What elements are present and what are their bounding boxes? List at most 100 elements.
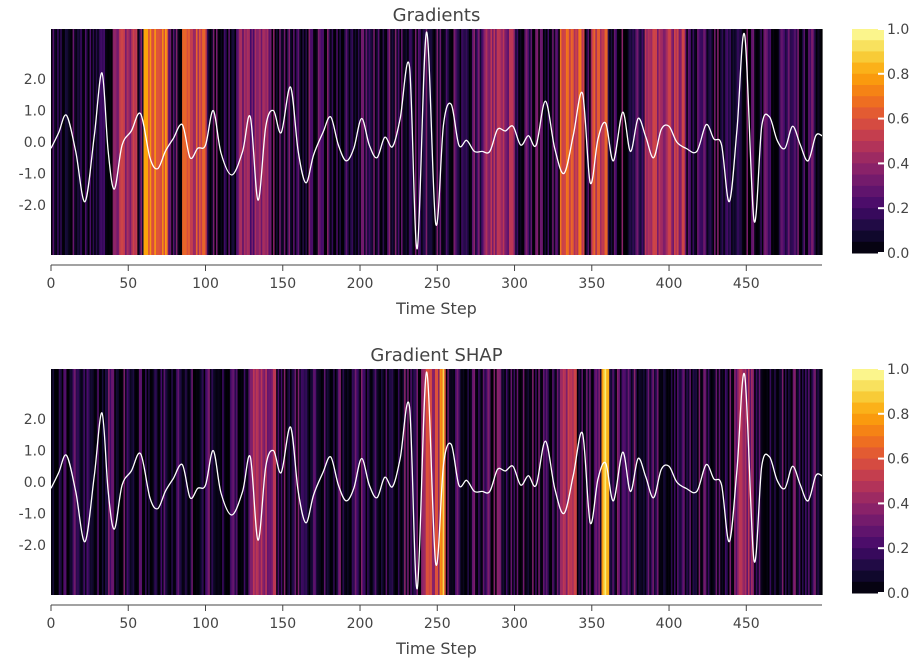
heatmap-cell	[322, 29, 325, 255]
heatmap-cell	[66, 29, 69, 255]
heatmap-cell	[718, 29, 721, 255]
heatmap-cell	[704, 29, 707, 255]
heatmap-cell	[168, 29, 171, 255]
heatmap-cell	[606, 369, 609, 595]
heatmap-cell	[63, 369, 66, 595]
heatmap-cell	[766, 29, 769, 255]
heatmap-cell	[493, 369, 496, 595]
heatmap-cell	[533, 29, 536, 255]
heatmap-cell	[706, 29, 709, 255]
heatmap-cell	[666, 29, 669, 255]
heatmap-cell	[269, 369, 273, 595]
x-axis-label: Time Step	[395, 299, 477, 318]
colorbar-tick-label: 0.2	[887, 541, 909, 557]
heatmap-cell	[271, 29, 274, 255]
heatmap-cell	[371, 369, 374, 595]
heatmap-cell	[519, 29, 522, 255]
heatmap-cell	[572, 369, 575, 595]
heatmap-cell	[128, 29, 131, 255]
x-tick-label: 250	[424, 616, 451, 632]
heatmap-cell	[291, 29, 294, 255]
heatmap-cell	[162, 369, 165, 595]
heatmap-cell	[370, 369, 373, 595]
heatmap-cell	[232, 29, 236, 255]
heatmap-cell	[587, 29, 590, 255]
heatmap-cell	[67, 369, 71, 595]
heatmap-cell	[257, 29, 260, 255]
heatmap-cell	[397, 29, 401, 255]
heatmap-cell	[174, 369, 177, 595]
heatmap-cell	[232, 369, 236, 595]
heatmap-cell	[220, 369, 223, 595]
heatmap-cell	[163, 29, 166, 255]
colorbar-segment	[852, 559, 884, 572]
heatmap-cell	[620, 29, 623, 255]
heatmap-cell	[701, 369, 704, 595]
heatmap-cell	[303, 369, 307, 595]
heatmap-cell	[132, 29, 135, 255]
heatmap-cell	[669, 369, 672, 595]
heatmap-cell	[374, 369, 377, 595]
colorbar-segment	[852, 492, 884, 504]
heatmap-cell	[223, 369, 226, 595]
heatmap-cell	[627, 369, 630, 595]
heatmap-cell	[402, 369, 405, 595]
heatmap-cell	[206, 369, 209, 595]
heatmap-cell	[672, 369, 675, 595]
heatmap-cell	[764, 369, 768, 595]
heatmap-cell	[414, 369, 418, 595]
heatmap-cell	[544, 29, 547, 255]
heatmap-cell	[203, 369, 206, 595]
heatmap-cell	[768, 29, 771, 255]
heatmap-cell	[678, 29, 681, 255]
heatmap-cell	[348, 369, 351, 595]
heatmap-cell	[214, 369, 217, 595]
colorbar-segment	[852, 548, 884, 560]
heatmap-cell	[465, 29, 468, 255]
heatmap-cell	[422, 29, 425, 255]
heatmap-cell	[88, 29, 91, 255]
colorbar-segment	[852, 141, 884, 153]
heatmap-cell	[687, 369, 690, 595]
x-tick-label: 400	[656, 276, 683, 292]
heatmap-cell	[797, 29, 800, 255]
heatmap-cell	[820, 369, 823, 595]
chart-panel-2: Gradient SHAP 2.0 1.0 0.0 -1.0 -2.0 0 50 100 150 2…	[19, 345, 910, 658]
heatmap-cell	[626, 29, 629, 255]
heatmap-cell	[248, 369, 251, 595]
heatmap-cell	[118, 29, 121, 255]
heatmap-cell	[744, 29, 748, 255]
heatmap-cell	[795, 369, 798, 595]
heatmap-cell	[661, 369, 664, 595]
heatmap-cell	[445, 369, 448, 595]
heatmap-cell	[368, 369, 371, 595]
heatmap-cell	[399, 369, 402, 595]
heatmap-cell	[57, 369, 60, 595]
heatmap-cell	[186, 29, 189, 255]
heatmap-cell	[814, 369, 817, 595]
heatmap-cell	[805, 369, 808, 595]
heatmap-cell	[669, 29, 672, 255]
heatmap-cell	[407, 369, 410, 595]
heatmap-cell	[558, 29, 561, 255]
heatmap-cell	[63, 29, 66, 255]
heatmap-cell	[791, 29, 794, 255]
heatmap-cell	[757, 369, 760, 595]
heatmap-cell	[428, 29, 431, 255]
heatmap-cell	[112, 369, 115, 595]
heatmap-cell	[589, 369, 592, 595]
heatmap-cell	[780, 369, 783, 595]
heatmap-cell	[168, 369, 171, 595]
heatmap-cell	[214, 29, 217, 255]
colorbar-segment	[852, 185, 884, 198]
heatmap-cell	[257, 369, 260, 595]
heatmap-cell	[228, 29, 231, 255]
heatmap-cell	[401, 29, 404, 255]
heatmap-cell	[746, 369, 749, 595]
heatmap-cell	[727, 29, 731, 255]
heatmap-cell	[458, 369, 461, 595]
heatmap-cell	[726, 29, 729, 255]
heatmap-cell	[288, 369, 291, 595]
heatmap-cell	[152, 369, 155, 595]
heatmap-cell	[266, 369, 270, 595]
